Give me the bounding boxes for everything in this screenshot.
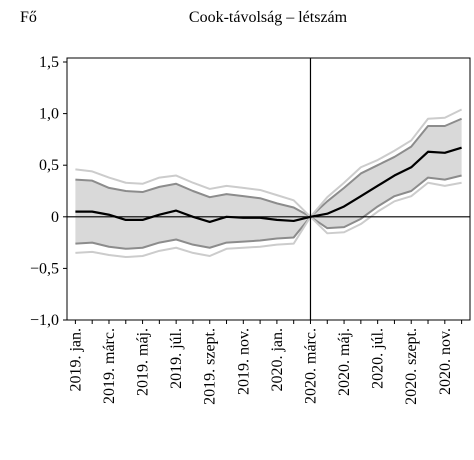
line xyxy=(75,117,462,218)
line xyxy=(75,181,462,259)
x-tick-label: 2020. nov. xyxy=(437,328,454,395)
x-tick-label: 2019. szept. xyxy=(202,328,219,405)
x-tick-label: 2020. jan. xyxy=(269,328,286,392)
y-tick-label: −1,0 xyxy=(30,312,59,329)
y-tick-label: 0 xyxy=(51,209,59,226)
x-tick-label: 2020. máj. xyxy=(336,328,353,396)
line xyxy=(75,146,462,224)
x-tick-label: 2020. szept. xyxy=(403,328,420,405)
line xyxy=(75,108,463,218)
line xyxy=(75,174,462,250)
x-tick-label: 2019. nov. xyxy=(235,328,252,395)
x-tick-label: 2019. jan. xyxy=(67,328,84,392)
y-axis-label: Fő xyxy=(20,9,37,26)
y-tick-label: 0,5 xyxy=(39,157,59,174)
x-tick-label: 2019. júl. xyxy=(168,328,185,389)
x-tick-label: 2019. márc. xyxy=(101,328,118,404)
y-tick-label: 1,0 xyxy=(39,106,59,123)
plot-frame xyxy=(66,57,471,321)
y-tick-label: −0,5 xyxy=(30,260,59,277)
x-tick-label: 2019. máj. xyxy=(135,328,152,396)
y-tick-label: 1,5 xyxy=(39,54,59,71)
x-tick-label: 2020. márc. xyxy=(302,328,319,404)
chart-title: Cook-távolság – létszám xyxy=(189,9,348,26)
x-tick-label: 2020. júl. xyxy=(370,328,387,389)
